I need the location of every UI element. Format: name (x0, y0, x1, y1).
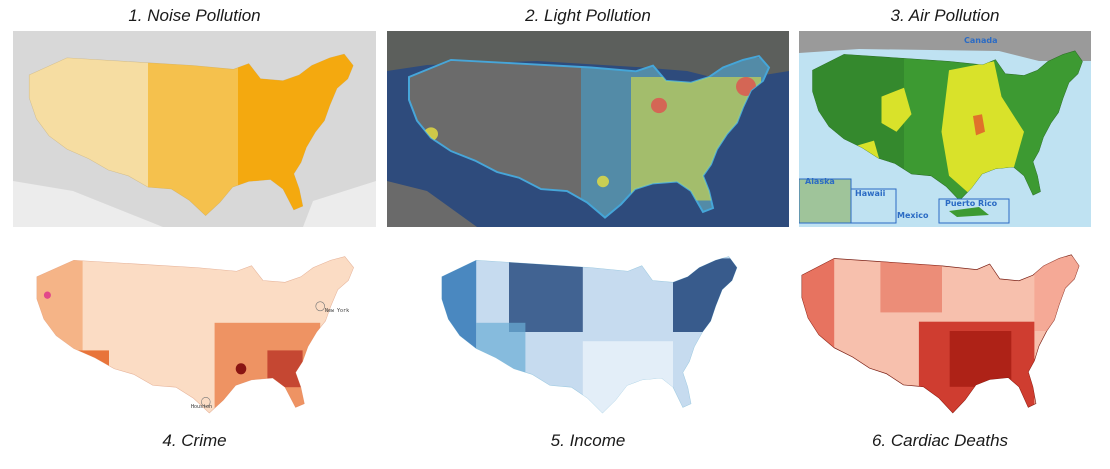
noise-pollution-caption: 1. Noise Pollution (128, 6, 261, 25)
canada-label: Canada (964, 36, 998, 45)
air-pollution-caption: 3. Air Pollution (890, 6, 1000, 25)
light-pollution-caption: 2. Light Pollution (525, 6, 651, 25)
income-caption: 5. Income (550, 431, 626, 450)
hawaii-label: Hawaii (855, 189, 886, 198)
houston-label: Houston (191, 404, 213, 410)
cardiac-deaths-map (780, 236, 1100, 426)
light-pollution-map (387, 31, 789, 227)
new-york-label: New York (325, 308, 350, 314)
air-pollution-map: Canada Alaska Hawaii Mexico Puerto Rico (799, 31, 1091, 227)
puerto-rico-label: Puerto Rico (945, 199, 998, 208)
crime-map: New York Houston (13, 236, 376, 426)
mexico-label: Mexico (897, 211, 929, 220)
noise-pollution-map (13, 31, 376, 227)
income-map (387, 236, 789, 426)
alaska-label: Alaska (805, 177, 835, 186)
cardiac-deaths-caption: 6. Cardiac Deaths (871, 431, 1009, 450)
crime-caption: 4. Crime (162, 431, 227, 450)
